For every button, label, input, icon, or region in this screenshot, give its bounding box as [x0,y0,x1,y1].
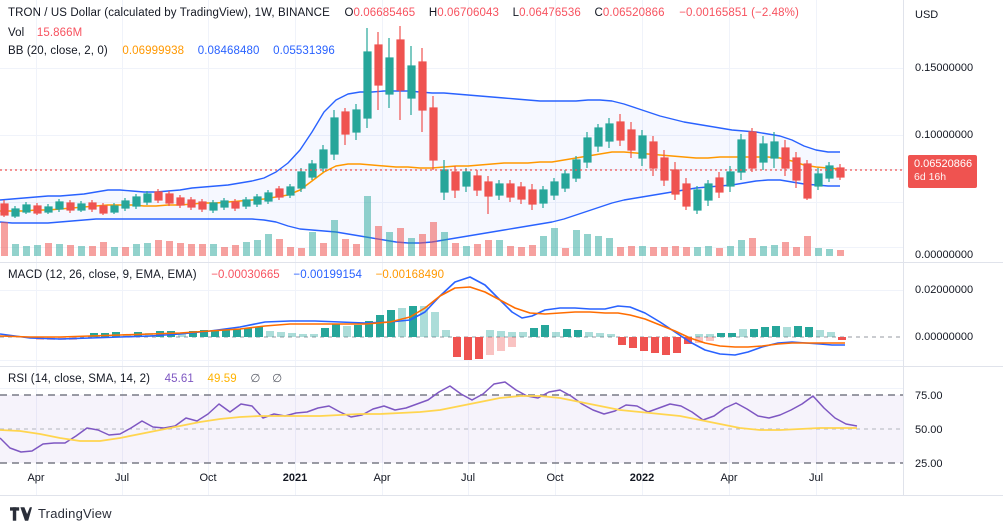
volume-label: Vol [8,27,25,39]
rsi-axis-separator [903,366,1003,367]
macd-gridlines [0,290,903,361]
rsi-label: RSI (14, close, SMA, 14, 2) [8,373,151,385]
current-price-value: 0.06520866 [914,158,973,170]
rsi-upper-band-value: ∅ [250,373,261,385]
current-price-badge[interactable]: 0.06520866 6d 16h [908,155,978,188]
macd-rsi-separator [0,366,903,367]
macd-signal-value: −0.00168490 [375,269,445,281]
tradingview-logo-icon [10,506,32,521]
time-label-6: Oct [546,472,564,484]
rsi-axis-tick-0: 75.00 [915,390,943,402]
bb-basis-value: 0.06999938 [122,45,185,57]
time-label-9: Jul [808,472,824,484]
rsi-value: 45.61 [164,373,194,385]
rsi-axis-tick-1: 50.00 [915,424,943,436]
price-macd-separator [0,262,903,263]
price-axis-unit: USD [915,9,939,21]
time-label-8: Apr [720,472,738,484]
volume-legend[interactable]: Vol 15.866M [8,26,82,41]
volume-value: 15.866M [36,27,83,39]
ohlc-open-label: O [344,7,354,19]
time-label-4: Apr [373,472,391,484]
rsi-lower-band-value: ∅ [272,373,283,385]
bb-fill [0,91,840,243]
candlestick-series [0,26,845,218]
bar-countdown: 6d 16h [914,171,947,183]
bollinger-legend[interactable]: BB (20, close, 2, 0) 0.06999938 0.084684… [8,44,335,59]
footer-brand: TradingView [38,506,112,521]
ohlc-open-value: 0.06685465 [353,7,416,19]
macd-legend[interactable]: MACD (12, 26, close, 9, EMA, EMA) −0.000… [8,268,444,283]
ohlc-close-value: 0.06520866 [602,7,665,19]
rsi-sma-line [0,395,857,442]
price-legend[interactable]: TRON / US Dollar (calculated by TradingV… [8,6,799,21]
price-axis-tick-0: 0.15000000 [915,62,974,74]
macd-axis-tick-0: 0.02000000 [915,284,974,296]
volume-series [1,196,844,256]
macd-signal-line [0,286,845,348]
time-label-3: 2021 [282,472,308,484]
time-label-5: Jul [460,472,476,484]
macd-line [0,276,845,356]
macd-label: MACD (12, 26, close, 9, EMA, EMA) [8,269,197,281]
time-label-0: Apr [27,472,45,484]
price-axis-tick-1: 0.10000000 [915,129,974,141]
symbol-title[interactable]: TRON / US Dollar (calculated by TradingV… [8,7,330,19]
time-label-2: Oct [199,472,217,484]
price-axis-separator [903,0,904,495]
bb-label: BB (20, close, 2, 0) [8,45,108,57]
macd-axis-tick-1: 0.00000000 [915,331,974,343]
time-label-7: 2022 [629,472,655,484]
price-change: −0.00165851 (−2.48%) [679,7,799,19]
rsi-axis-tick-2: 25.00 [915,458,943,470]
macd-axis-separator [903,262,1003,263]
ohlc-close-label: C [594,7,603,19]
price-axis-tick-2: 0.00000000 [915,249,974,261]
footer[interactable]: TradingView [10,506,112,521]
macd-line-value: −0.00199154 [293,269,362,281]
rsi-legend[interactable]: RSI (14, close, SMA, 14, 2) 45.61 49.59 … [8,372,282,387]
time-axis-separator [0,495,1003,496]
time-label-1: Jul [114,472,130,484]
ohlc-high-value: 0.06706043 [437,7,500,19]
bb-lower-value: 0.05531396 [273,45,335,57]
ohlc-high-label: H [428,7,438,19]
rsi-line [0,381,858,453]
ohlc-low-label: L [512,7,520,19]
macd-hist-value: −0.00030665 [211,269,280,281]
rsi-sma-value: 49.59 [207,373,237,385]
bb-upper-value: 0.08468480 [197,45,260,57]
ohlc-low-value: 0.06476536 [519,7,581,19]
